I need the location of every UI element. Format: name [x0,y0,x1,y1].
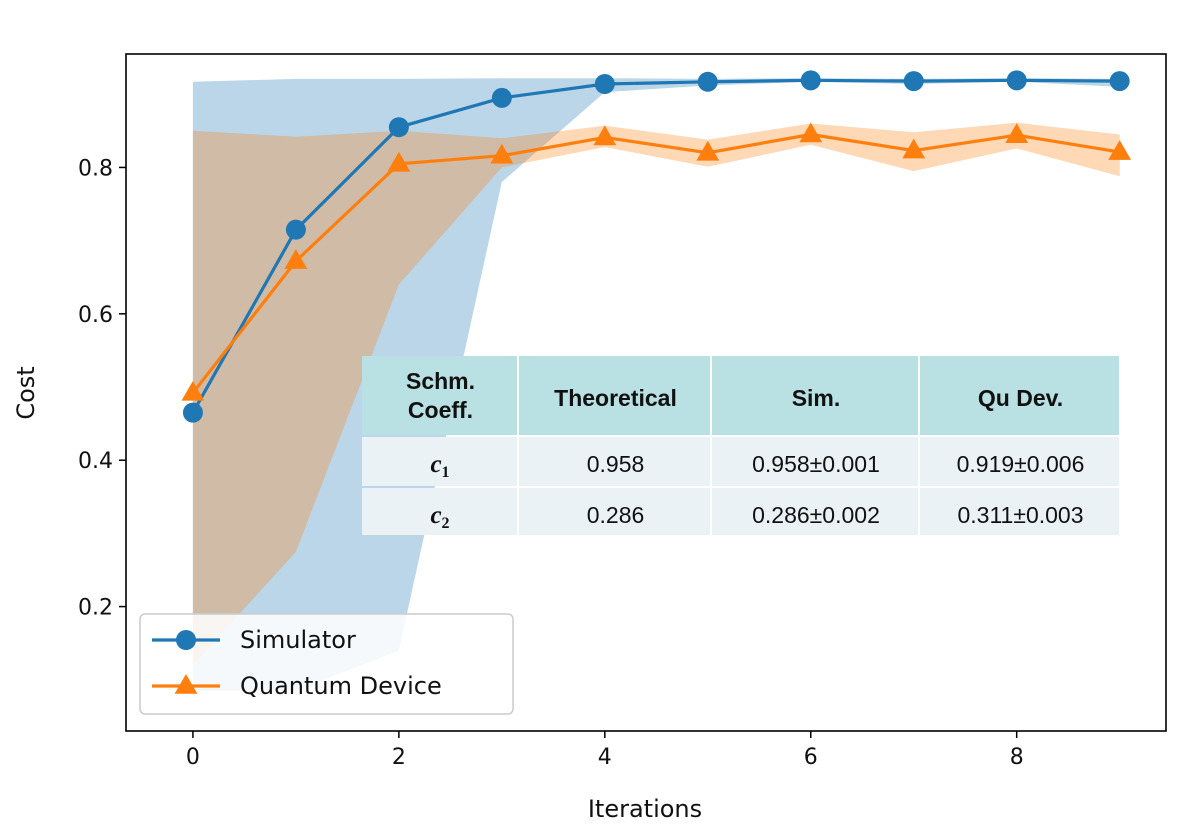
coef-symbol: c [430,451,441,478]
x-axis-label: Iterations [588,795,702,823]
table-cell [519,488,710,535]
table-header-text: Coeff. [408,397,473,423]
table-header-text: Theoretical [554,385,677,411]
table-header-cell [519,356,710,435]
table-header-cell [362,356,517,435]
point-quantum-device [799,122,823,143]
table-value-sim: 0.958±0.001 [752,451,880,477]
table-value-sim: 0.286±0.002 [752,502,880,528]
table-value-theoretical: 0.958 [587,451,645,477]
coef-symbol: c [430,502,441,529]
line-simulator [191,78,1120,414]
x-tick-label: 4 [598,745,612,770]
point-quantum-device [1108,140,1132,160]
table-value-qu_dev: 0.919±0.006 [957,451,1085,477]
legend-marker [174,674,198,694]
y-tick-label: 0.4 [78,449,113,474]
x-tick-label: 6 [804,745,818,770]
axes [125,53,1167,732]
table-value-theoretical: 0.286 [587,502,645,528]
table-header-text: Schm. [406,368,475,394]
table-cell [920,437,1119,486]
point-quantum-device [387,151,411,172]
table-header-text: Sim. [792,385,841,411]
table-value-qu_dev: 0.311±0.003 [957,502,1083,528]
point-quantum-device [902,138,926,159]
legend-label: Simulator [240,626,356,654]
point-simulator [388,117,409,138]
point-simulator [491,87,512,108]
point-quantum-device [284,249,308,269]
results-table: Schm.Coeff. Theoretical Sim. Qu Dev.c1 0.958… [362,356,1119,535]
coef-subscript: 2 [442,515,450,532]
point-simulator [182,402,203,423]
point-simulator [697,71,718,92]
y-tick-label: 0.6 [78,303,113,328]
table-header-cell [712,356,918,435]
legend-label: Quantum Device [240,672,442,700]
point-simulator [1109,71,1130,92]
band-quantum-device [192,122,1120,666]
x-tick-label: 2 [392,745,406,770]
legend-marker [176,630,196,650]
y-tick-label: 0.2 [78,596,113,621]
y-axis-label: Cost [12,366,40,419]
x-tick-label: 8 [1010,745,1024,770]
legend-box [139,613,514,715]
point-simulator [285,219,306,240]
table-cell [712,488,918,535]
ticks: 0 2 4 6 8 0.2 0.4 0.6 0.8 [78,156,1024,770]
table-header-text: Qu Dev. [978,385,1063,411]
table-cell [362,437,517,486]
x-tick-label: 0 [186,745,200,770]
point-simulator [1006,70,1027,91]
table-cell [920,488,1119,535]
point-simulator [800,70,821,91]
legend: Simulator Quantum Device [139,613,514,715]
y-tick-label: 0.8 [78,156,113,181]
point-quantum-device [181,380,205,401]
table-cell [519,437,710,486]
table-cell [362,488,517,535]
series-markers [181,70,1132,423]
coef-subscript: 1 [442,464,450,481]
table-header-cell [920,356,1119,435]
series-lines [191,78,1120,414]
table-coef-label: c2 [430,502,449,532]
point-simulator [903,71,924,92]
line-quantum-device [191,132,1120,394]
point-quantum-device [1005,123,1029,144]
point-quantum-device [593,125,617,146]
table-cell [712,437,918,486]
point-simulator [594,74,615,95]
confidence-bands [192,78,1120,691]
plot-frame [125,53,1167,732]
point-quantum-device [490,143,514,164]
point-quantum-device [696,140,720,161]
band-simulator [192,78,1120,691]
table-coef-label: c1 [430,451,449,481]
